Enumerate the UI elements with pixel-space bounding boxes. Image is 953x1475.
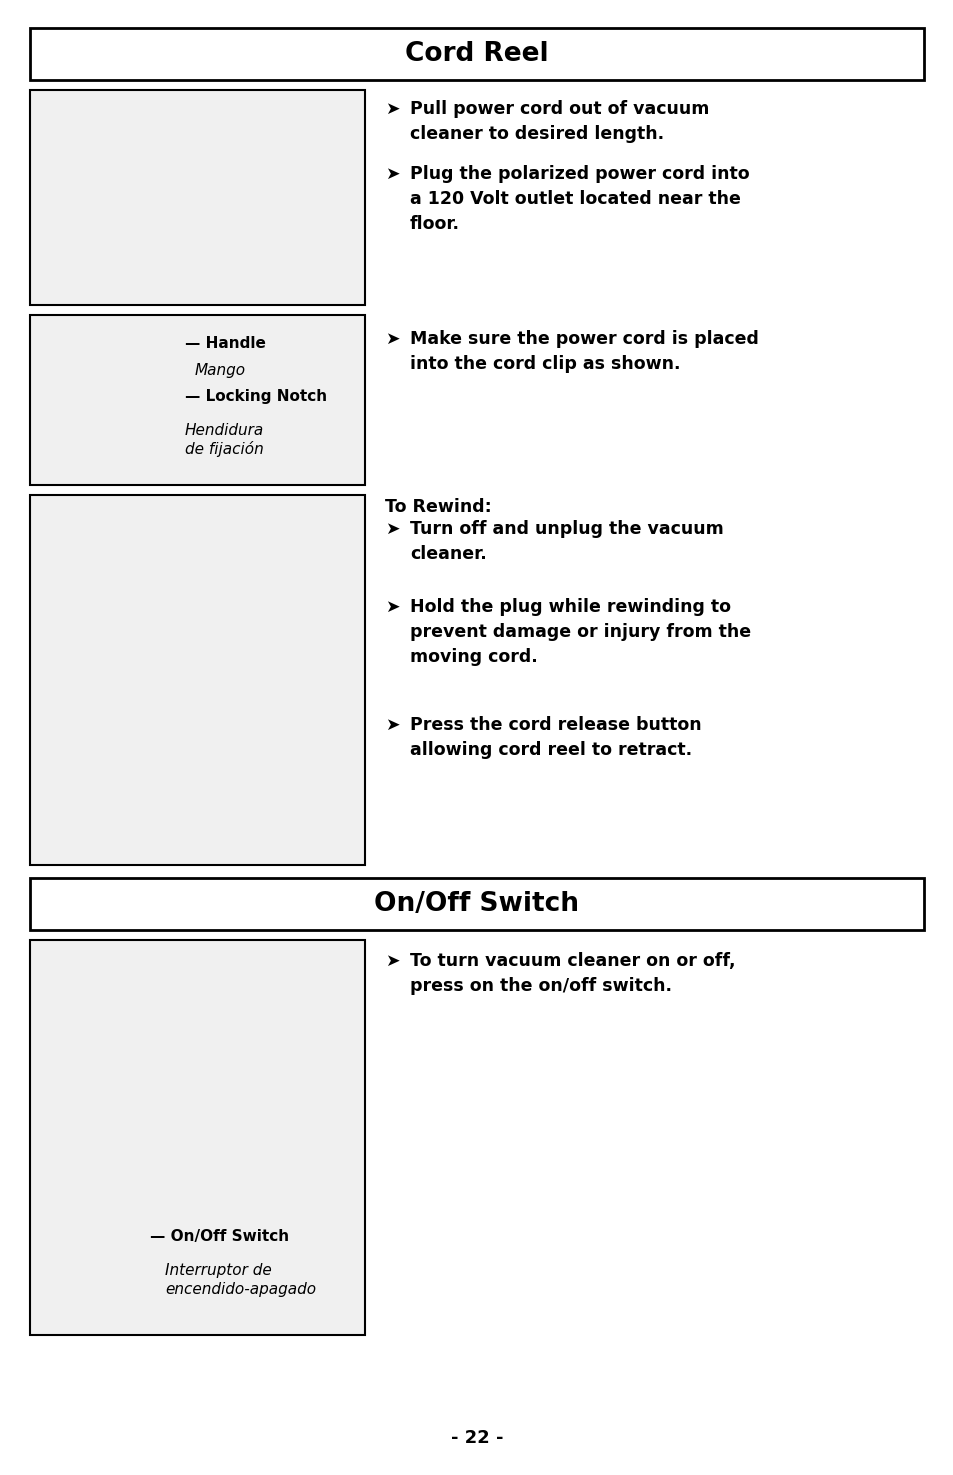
Text: - 22 -: - 22 - (450, 1429, 503, 1447)
Text: ➤: ➤ (385, 100, 399, 118)
Bar (30, 940, 365, 1335)
Text: ➤: ➤ (385, 521, 399, 538)
Text: On/Off Switch: On/Off Switch (375, 891, 578, 917)
Text: To turn vacuum cleaner on or off,
press on the on/off switch.: To turn vacuum cleaner on or off, press … (410, 951, 735, 996)
Text: Interruptor de
encendido-apagado: Interruptor de encendido-apagado (165, 1263, 315, 1297)
Text: ➤: ➤ (385, 715, 399, 735)
Bar (30, 496, 365, 864)
Text: Make sure the power cord is placed
into the cord clip as shown.: Make sure the power cord is placed into … (410, 330, 758, 373)
Text: ➤: ➤ (385, 165, 399, 183)
Text: Hold the plug while rewinding to
prevent damage or injury from the
moving cord.: Hold the plug while rewinding to prevent… (410, 597, 750, 667)
Bar (30, 90, 365, 305)
Text: ➤: ➤ (385, 597, 399, 617)
Text: — Locking Notch: — Locking Notch (185, 389, 327, 404)
Text: Pull power cord out of vacuum
cleaner to desired length.: Pull power cord out of vacuum cleaner to… (410, 100, 709, 143)
Text: Plug the polarized power cord into
a 120 Volt outlet located near the
floor.: Plug the polarized power cord into a 120… (410, 165, 749, 233)
Text: Cord Reel: Cord Reel (405, 41, 548, 66)
Bar (30, 878, 923, 931)
Text: To Rewind:: To Rewind: (385, 499, 491, 516)
Text: Turn off and unplug the vacuum
cleaner.: Turn off and unplug the vacuum cleaner. (410, 521, 723, 563)
Text: ➤: ➤ (385, 951, 399, 971)
Bar (30, 28, 923, 80)
Text: — On/Off Switch: — On/Off Switch (150, 1230, 289, 1245)
Text: Mango: Mango (194, 363, 246, 378)
Text: Press the cord release button
allowing cord reel to retract.: Press the cord release button allowing c… (410, 715, 700, 760)
Bar (30, 316, 365, 485)
Text: ➤: ➤ (385, 330, 399, 348)
Text: — Handle: — Handle (185, 335, 266, 351)
Text: Hendidura
de fijación: Hendidura de fijación (185, 422, 264, 457)
